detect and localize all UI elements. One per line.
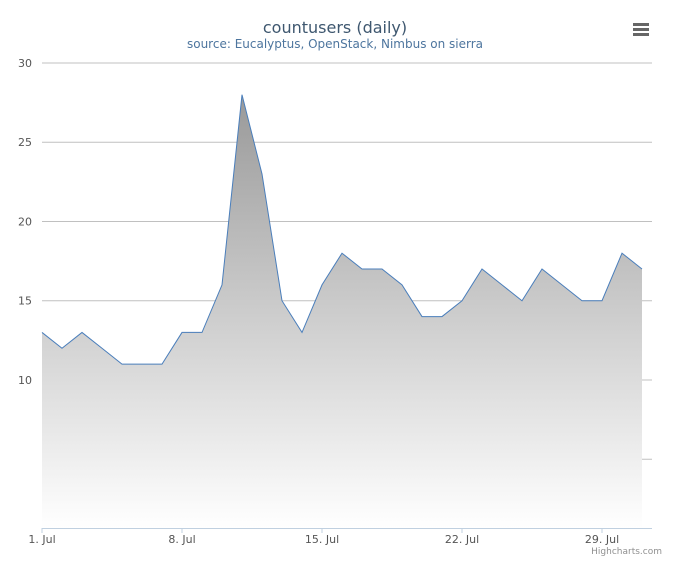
y-tick-label: 30: [18, 57, 32, 70]
y-tick-label: 20: [18, 215, 32, 228]
credits[interactable]: Highcharts.com: [591, 547, 662, 557]
x-tick-label: 1. Jul: [28, 533, 55, 546]
y-tick-label: 10: [18, 374, 32, 387]
chart-title: countusers (daily): [263, 18, 407, 37]
menu-button[interactable]: [630, 18, 654, 40]
x-tick-label: 29. Jul: [585, 533, 619, 546]
chart-subtitle: source: Eucalyptus, OpenStack, Nimbus on…: [187, 37, 483, 51]
area-line: [41, 94, 643, 365]
x-tick-label: 8. Jul: [168, 533, 195, 546]
x-tick-label: 15. Jul: [305, 533, 339, 546]
x-tick-label: 22. Jul: [445, 533, 479, 546]
y-tick-label: 15: [18, 295, 32, 308]
area-fill: [42, 94, 642, 529]
y-tick-label: 25: [18, 136, 32, 149]
